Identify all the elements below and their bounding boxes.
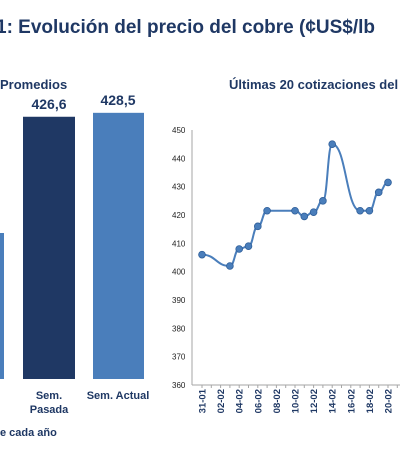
- data-point: [244, 242, 253, 250]
- footnote: e cada año: [0, 427, 57, 439]
- bar-value-label: 426,6: [31, 96, 66, 112]
- x-tick-label: 18-02: [365, 389, 376, 413]
- data-point: [384, 178, 392, 187]
- x-tick-label: 16-02: [346, 389, 357, 413]
- y-tick-label: 410: [172, 239, 186, 248]
- y-tick-label: 390: [172, 296, 186, 305]
- data-point: [291, 206, 299, 215]
- data-point: [328, 140, 337, 148]
- data-point: [263, 206, 271, 215]
- data-point: [198, 250, 206, 259]
- y-tick-label: 450: [172, 126, 186, 135]
- data-point: [309, 208, 318, 216]
- data-point: [319, 197, 327, 205]
- data-point: [374, 188, 383, 197]
- y-tick-label: 440: [172, 154, 186, 163]
- data-point: [226, 262, 234, 270]
- bar-chart-title: Promedios: [0, 77, 68, 92]
- x-tick-label: 14-02: [328, 389, 339, 413]
- y-tick-label: 430: [172, 183, 186, 192]
- data-point: [253, 222, 262, 231]
- x-tick-label: 31-01: [198, 388, 209, 413]
- x-tick-label: 08-02: [272, 389, 283, 413]
- bar: [93, 112, 144, 380]
- page-title: 1: Evolución del precio del cobre (¢US$/…: [0, 17, 376, 38]
- bar-category-label: Pasada: [30, 404, 69, 416]
- x-tick-label: 10-02: [291, 389, 302, 413]
- x-tick-label: 02-02: [216, 389, 227, 413]
- y-tick-label: 400: [172, 268, 186, 277]
- data-point: [300, 212, 309, 221]
- x-tick-label: 12-02: [309, 389, 320, 413]
- y-tick-label: 420: [172, 211, 186, 220]
- x-tick-label: 04-02: [235, 389, 246, 413]
- data-point: [235, 245, 244, 253]
- bar-category-label: Sem.: [36, 390, 62, 402]
- y-tick-label: 370: [172, 353, 186, 362]
- y-tick-label: 360: [172, 381, 186, 390]
- line-chart-title: Últimas 20 cotizaciones del: [229, 77, 399, 92]
- bar: [0, 233, 4, 379]
- bar-value-label: 428,5: [100, 92, 135, 108]
- bar: [23, 116, 75, 379]
- price-line: [201, 143, 389, 268]
- bar-category-label: Sem. Actual: [87, 390, 150, 402]
- y-tick-label: 380: [172, 324, 186, 333]
- x-tick-label: 06-02: [253, 389, 264, 413]
- data-point: [356, 206, 364, 215]
- x-tick-label: 20-02: [384, 389, 395, 413]
- data-point: [365, 206, 374, 215]
